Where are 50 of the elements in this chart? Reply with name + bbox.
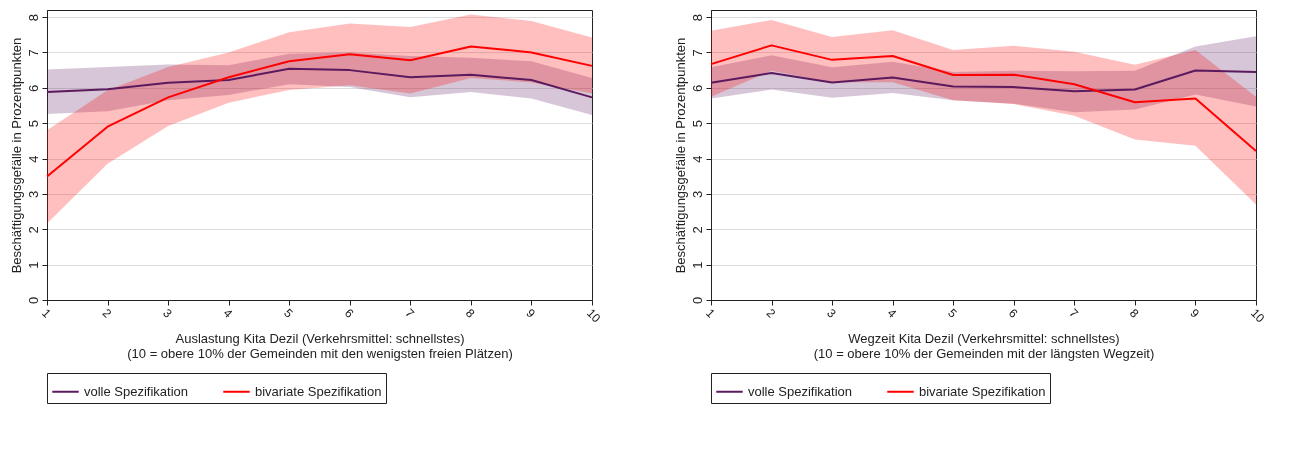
x-tick-label: 10 <box>1248 306 1268 326</box>
x-axis-title: Wegzeit Kita Dezil (Verkehrsmittel: schnellstes) (10 = obere 10% der Gemeinden mit der längsten Wegzeit) <box>813 330 1155 361</box>
x-tick-label: 2 <box>763 306 779 321</box>
x-tick-label: 9 <box>1187 306 1203 321</box>
y-tick-label: 4 <box>689 155 705 163</box>
y-tick-label: 8 <box>689 13 705 22</box>
y-tick-label: 0 <box>689 296 705 305</box>
y-tick-label: 7 <box>689 49 705 57</box>
legend-label: volle Spezifikation <box>84 383 189 399</box>
x-tick-label: 9 <box>523 306 539 321</box>
x-tick-label: 5 <box>281 306 297 321</box>
y-tick-label: 6 <box>25 84 41 92</box>
x-tick-label: 8 <box>462 306 478 321</box>
line-series <box>710 69 1257 93</box>
y-tick-label: 1 <box>689 261 705 269</box>
x-tick-label: 8 <box>1126 306 1142 321</box>
x-tick-label: 4 <box>220 306 236 321</box>
legend-label: bivariate Spezifikation <box>255 383 382 399</box>
x-tick-label: 2 <box>99 306 115 321</box>
x-tick-label: 3 <box>824 306 839 321</box>
y-tick-label: 0 <box>25 296 41 305</box>
line-series <box>710 44 1257 153</box>
x-tick-label: 4 <box>884 306 900 321</box>
x-tick-label: 6 <box>341 306 357 321</box>
line-series <box>46 45 593 178</box>
legend-label: bivariate Spezifikation <box>919 383 1046 399</box>
y-tick-label: 7 <box>25 49 41 57</box>
y-tick-label: 4 <box>25 155 41 163</box>
y-tick-label: 1 <box>25 261 41 269</box>
x-tick-label: 3 <box>160 306 175 321</box>
y-tick-label: 2 <box>689 226 705 234</box>
y-tick-label: 2 <box>25 226 41 234</box>
x-tick-label: 7 <box>402 306 418 321</box>
y-tick-label: 5 <box>689 120 705 128</box>
y-tick-label: 3 <box>25 190 41 199</box>
y-tick-label: 3 <box>689 190 705 199</box>
y-tick-label: 5 <box>25 120 41 128</box>
x-tick-label: 1 <box>703 306 718 321</box>
line-series <box>46 67 593 99</box>
y-tick-label: 8 <box>25 13 41 22</box>
x-tick-label: 6 <box>1005 306 1021 321</box>
y-tick-label: 6 <box>689 84 705 92</box>
x-tick-label: 10 <box>584 306 604 326</box>
x-tick-label: 5 <box>945 306 961 321</box>
x-tick-label: 1 <box>39 306 54 321</box>
legend-label: volle Spezifikation <box>748 383 853 399</box>
x-axis-title: Auslastung Kita Dezil (Verkehrsmittel: schnellstes) (10 = obere 10% der Gemeinden mit den wenigsten freien Plätzen) <box>127 330 513 361</box>
x-tick-label: 7 <box>1066 306 1082 321</box>
y-axis-title: Beschäftigungsgefälle in Prozentpunkten <box>672 37 688 274</box>
y-axis-title: Beschäftigungsgefälle in Prozentpunkten <box>8 37 24 274</box>
